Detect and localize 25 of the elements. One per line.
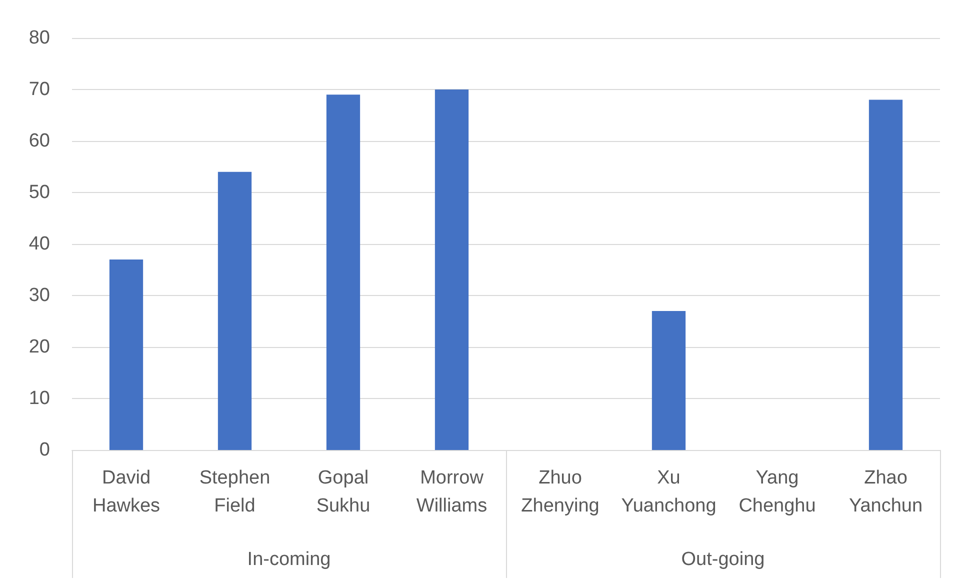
bar — [868, 100, 903, 450]
y-tick-label: 50 — [28, 182, 50, 203]
bar — [218, 172, 252, 450]
bar — [109, 259, 144, 450]
bar — [434, 90, 469, 450]
x-tick-label: Zhuo Zhenying — [521, 468, 600, 516]
x-tick-label: Stephen Field — [199, 468, 270, 516]
text: In-coming — [247, 549, 331, 570]
y-tick-label: 70 — [28, 79, 50, 100]
y-tick-label: 10 — [28, 388, 50, 409]
x-tick-label: Morrow Williams — [416, 468, 488, 516]
x-tick-label: David Hawkes — [92, 468, 160, 516]
x-tick-label: Zhao Yanchun — [848, 468, 923, 516]
y-tick-label: 80 — [28, 28, 50, 48]
x-tick-label: Yang Chenghu — [738, 468, 816, 516]
text: Out-going — [681, 549, 765, 570]
y-tick-label: 30 — [28, 285, 50, 306]
y-tick-label: 40 — [28, 234, 50, 254]
bar — [652, 310, 686, 450]
y-tick-label: 0 — [39, 440, 50, 460]
x-tick-label: Xu Yuanchong — [621, 468, 716, 516]
y-tick-label: 60 — [28, 130, 50, 152]
y-tick-label: 20 — [28, 336, 50, 358]
bar — [326, 94, 360, 450]
x-tick-label: Gopal Sukhu — [316, 468, 370, 516]
